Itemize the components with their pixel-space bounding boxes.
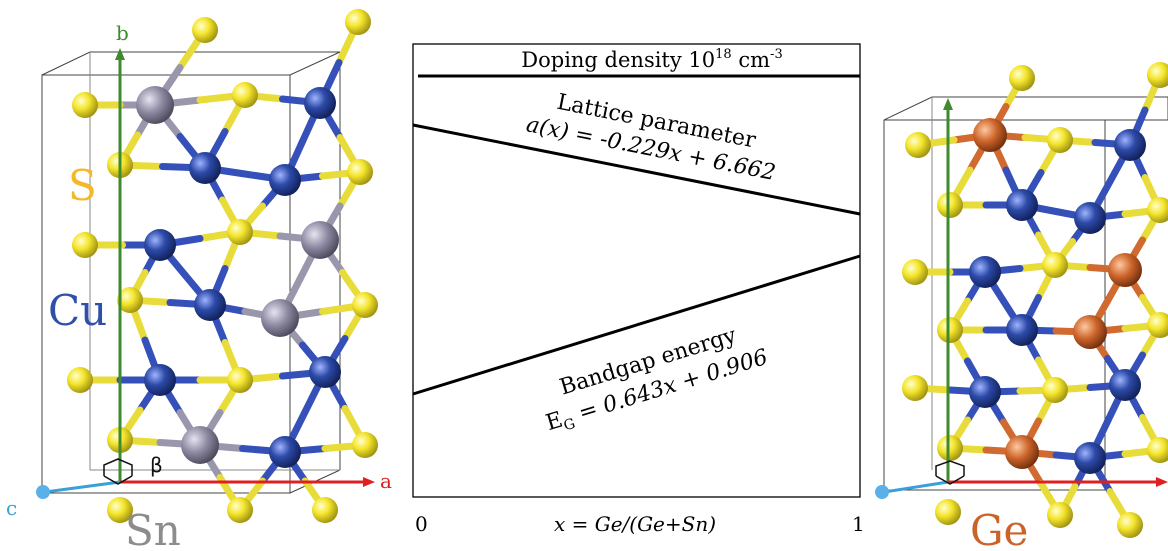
left-atom-s — [67, 367, 93, 393]
right-atom-cu — [1114, 129, 1146, 161]
left-atom-s — [72, 232, 98, 258]
right-axes — [875, 98, 1168, 499]
left-atom-sn — [261, 299, 299, 337]
right-atom-ge — [1108, 253, 1142, 287]
bandgap-energy-line — [412, 254, 861, 396]
left-atom-cu — [144, 364, 176, 396]
left-atom-s — [192, 17, 218, 43]
right-c-axis-dot — [875, 485, 889, 499]
left-atom-cu — [309, 356, 341, 388]
right-atom-ge — [1073, 315, 1107, 349]
left-atom-cu — [304, 87, 336, 119]
x-axis-label: x = Ge/(Ge+Sn) — [554, 512, 716, 536]
right-atom-s — [935, 499, 961, 525]
left-atom-s — [72, 92, 98, 118]
a-axis-label: a — [380, 469, 392, 493]
left-atom-cu — [269, 164, 301, 196]
lattice-parameter-line — [412, 123, 861, 216]
left-atom-s — [345, 9, 371, 35]
left-atom-sn — [301, 221, 339, 259]
right-atom-cu — [969, 256, 1001, 288]
left-atom-s — [227, 497, 253, 523]
right-atom-s — [905, 132, 931, 158]
c-axis-label: c — [6, 496, 17, 520]
beta-angle-label: β — [150, 453, 163, 477]
right-atom-s — [1117, 512, 1143, 538]
left-atoms — [67, 9, 378, 523]
right-atom-cu — [1074, 442, 1106, 474]
right-angle-marker — [935, 460, 965, 485]
left-atom-s — [347, 159, 373, 185]
c-axis-dot — [36, 485, 50, 499]
b-axis-label: b — [116, 21, 129, 45]
right-atom-s — [937, 317, 963, 343]
right-atom-s — [1147, 312, 1168, 338]
left-atom-s — [232, 82, 258, 108]
panel-frame — [412, 43, 861, 498]
left-atom-sn — [181, 426, 219, 464]
right-atom-cu — [1109, 369, 1141, 401]
beta-angle-marker — [103, 458, 133, 485]
element-label-ge: Ge — [970, 506, 1028, 551]
right-atom-s — [1147, 62, 1168, 88]
right-atom-s — [1042, 252, 1068, 278]
right-atom-s — [902, 375, 928, 401]
left-atom-cu — [144, 229, 176, 261]
right-atom-cu — [1074, 202, 1106, 234]
left-atom-s — [117, 287, 143, 313]
a-axis-arrowhead — [363, 477, 375, 487]
right-atom-cu — [1006, 189, 1038, 221]
b-axis-arrowhead — [115, 48, 125, 60]
left-crystal-structure: b a c β S Cu Sn — [6, 9, 392, 551]
right-crystal-structure: Ge — [875, 62, 1168, 551]
right-atom-s — [1009, 65, 1035, 91]
element-label-cu: Cu — [48, 286, 107, 335]
property-panel: Doping density 1018 cm-3 Lattice paramet… — [412, 43, 865, 536]
left-atom-s — [312, 497, 338, 523]
right-atom-s — [1147, 197, 1168, 223]
left-axes — [36, 48, 375, 499]
left-atom-s — [227, 219, 253, 245]
right-atom-s — [1147, 437, 1168, 463]
left-atom-s — [107, 497, 133, 523]
element-label-sn: Sn — [125, 506, 181, 551]
doping-density-label: Doping density 1018 cm-3 — [521, 47, 782, 72]
element-label-s: S — [68, 161, 97, 210]
right-a-axis-arrowhead — [1156, 477, 1168, 487]
right-atoms — [902, 62, 1168, 538]
right-b-axis-arrowhead — [943, 98, 953, 110]
left-atom-s — [352, 292, 378, 318]
right-atom-ge — [1005, 435, 1039, 469]
right-atom-s — [1047, 127, 1073, 153]
right-atom-cu — [1006, 314, 1038, 346]
left-atom-sn — [136, 86, 174, 124]
right-atom-s — [937, 435, 963, 461]
right-atom-s — [937, 192, 963, 218]
x-axis-max: 1 — [852, 512, 865, 536]
right-atom-s — [1047, 502, 1073, 528]
left-atom-cu — [189, 152, 221, 184]
c-axis-arrow — [44, 480, 121, 494]
right-c-axis-arrow — [883, 480, 949, 494]
right-atom-s — [902, 259, 928, 285]
x-axis-min: 0 — [415, 512, 428, 536]
left-atom-s — [352, 432, 378, 458]
left-atom-cu — [269, 436, 301, 468]
left-atom-s — [227, 367, 253, 393]
right-atom-ge — [973, 118, 1007, 152]
left-atom-cu — [194, 289, 226, 321]
right-atom-s — [1042, 377, 1068, 403]
right-atom-cu — [969, 376, 1001, 408]
